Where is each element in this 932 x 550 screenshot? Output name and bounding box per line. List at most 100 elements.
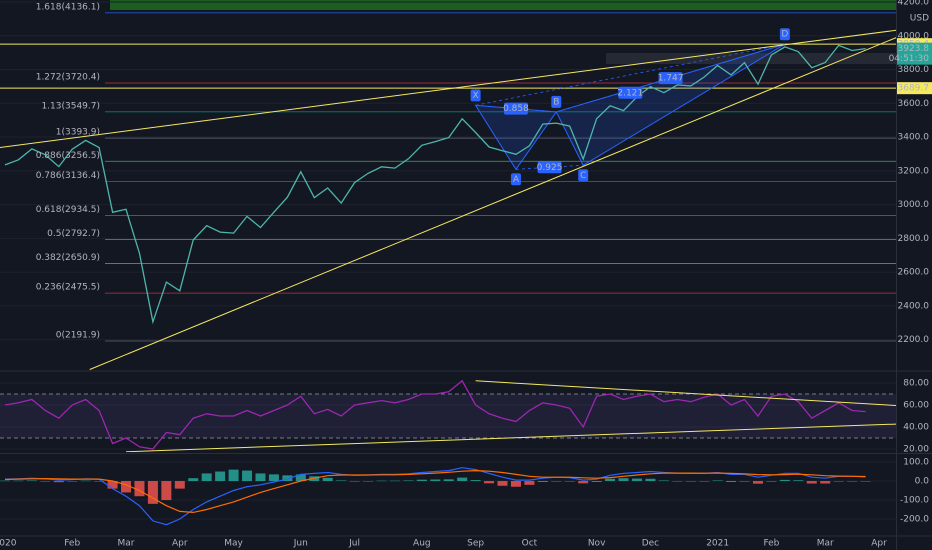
histogram-bar bbox=[349, 481, 360, 482]
y-tick-label: 3400.0 bbox=[898, 133, 930, 143]
histogram-bar bbox=[510, 481, 521, 487]
y-tick-label: 60.00 bbox=[903, 401, 929, 411]
pattern-ratio-line bbox=[475, 43, 785, 106]
histogram-bar bbox=[53, 481, 64, 483]
pattern-ratio-box bbox=[503, 102, 528, 115]
fib-label: 0.5(2792.7) bbox=[47, 229, 100, 239]
histogram-bar bbox=[537, 481, 548, 482]
histogram-bar bbox=[80, 480, 91, 482]
y-tick-label: 20.00 bbox=[903, 445, 929, 455]
last-price-tag bbox=[897, 42, 932, 65]
histogram-bar bbox=[779, 479, 790, 482]
histogram-bar bbox=[147, 481, 158, 504]
histogram-bar bbox=[403, 480, 414, 482]
pattern-ratio-box bbox=[537, 161, 562, 174]
pattern-ratio: 1.747 bbox=[658, 74, 684, 84]
currency-label: USD bbox=[910, 14, 929, 24]
histogram-bar bbox=[94, 481, 105, 482]
range-box bbox=[606, 53, 896, 64]
trendline bbox=[0, 29, 896, 148]
pane bbox=[0, 467, 871, 526]
histogram-bar bbox=[0, 480, 10, 482]
pattern-point-label: B bbox=[553, 97, 559, 107]
fib-label: 0.786(3136.4) bbox=[36, 171, 100, 181]
pattern-ratio-box bbox=[658, 72, 683, 85]
fib-label: 1.13(3549.7) bbox=[41, 101, 100, 111]
y-tick-label: 4200.0 bbox=[898, 0, 930, 8]
band-fill bbox=[0, 394, 896, 439]
x-tick-label: Jul bbox=[348, 539, 360, 549]
histogram-bar bbox=[107, 481, 118, 489]
histogram-bar bbox=[389, 480, 400, 482]
histogram-bar bbox=[161, 481, 172, 501]
fib-label: 0.236(2475.5) bbox=[36, 283, 100, 293]
histogram-bar bbox=[860, 481, 871, 482]
histogram-bar bbox=[201, 473, 212, 482]
histogram-bar bbox=[672, 481, 683, 482]
histogram-bar bbox=[820, 481, 831, 484]
histogram-bar bbox=[806, 481, 817, 484]
histogram-bar bbox=[631, 478, 642, 482]
histogram-bar bbox=[457, 477, 468, 482]
fib-extension-zone bbox=[110, 0, 896, 10]
histogram-bar bbox=[322, 477, 333, 482]
histogram-bar bbox=[752, 481, 763, 484]
y-tick-label: 2600.0 bbox=[898, 268, 930, 278]
y-tick-label: 4000.0 bbox=[898, 31, 930, 41]
histogram-bar bbox=[416, 479, 427, 482]
x-tick-label: Sep bbox=[467, 539, 484, 549]
price-tag bbox=[897, 82, 932, 95]
pattern-point-label: C bbox=[580, 171, 586, 181]
y-tick-label: 2200.0 bbox=[898, 335, 930, 345]
pattern-point bbox=[470, 89, 481, 102]
pattern-point bbox=[510, 173, 521, 186]
histogram-bar bbox=[26, 480, 37, 482]
histogram-bar bbox=[336, 480, 347, 482]
histogram-bar bbox=[376, 480, 387, 482]
pattern-point bbox=[779, 28, 790, 41]
pane bbox=[0, 12, 896, 370]
y-tick-label: 2400.0 bbox=[898, 301, 930, 311]
trendline bbox=[475, 380, 896, 407]
histogram-bar bbox=[430, 479, 441, 482]
x-tick-label: Feb bbox=[763, 539, 779, 549]
pattern-ratio-line bbox=[475, 104, 557, 113]
y-tick-label: -200.0 bbox=[900, 515, 929, 525]
x-tick-label: Nov bbox=[588, 539, 606, 549]
histogram-bar bbox=[497, 481, 508, 486]
histogram-bar bbox=[484, 481, 495, 484]
fib-label: 0(2191.9) bbox=[56, 330, 100, 340]
histogram-bar bbox=[766, 481, 777, 482]
histogram-bar bbox=[40, 481, 51, 482]
histogram-bar bbox=[174, 481, 185, 489]
x-tick-label: Jun bbox=[293, 539, 308, 549]
y-tick-label: 80.00 bbox=[903, 379, 929, 389]
histogram-bar bbox=[255, 473, 266, 482]
pattern-point-label: X bbox=[473, 91, 479, 101]
trendline bbox=[125, 423, 896, 452]
y-tick-label: 0.0 bbox=[915, 477, 930, 487]
x-tick-label: Mar bbox=[817, 539, 834, 549]
histogram-bar bbox=[833, 481, 844, 482]
histogram-bar bbox=[363, 481, 374, 482]
histogram-bar bbox=[228, 469, 239, 482]
price-line-series bbox=[4, 379, 866, 450]
price-line-series bbox=[4, 44, 866, 325]
histogram-bar bbox=[739, 481, 750, 482]
histogram-bar bbox=[443, 479, 454, 482]
histogram-bar bbox=[847, 481, 858, 482]
histogram-bar bbox=[699, 481, 710, 482]
y-tick-label: 3000.0 bbox=[898, 200, 930, 210]
histogram-bar bbox=[712, 480, 723, 482]
histogram-bar bbox=[591, 481, 602, 482]
histogram-bar bbox=[645, 478, 656, 482]
pattern-point bbox=[551, 95, 562, 108]
histogram-bar bbox=[726, 481, 737, 482]
histogram-bar bbox=[658, 480, 669, 482]
pattern-ratio-line bbox=[515, 164, 584, 170]
x-tick-label: Feb bbox=[64, 539, 80, 549]
pane bbox=[0, 379, 896, 452]
